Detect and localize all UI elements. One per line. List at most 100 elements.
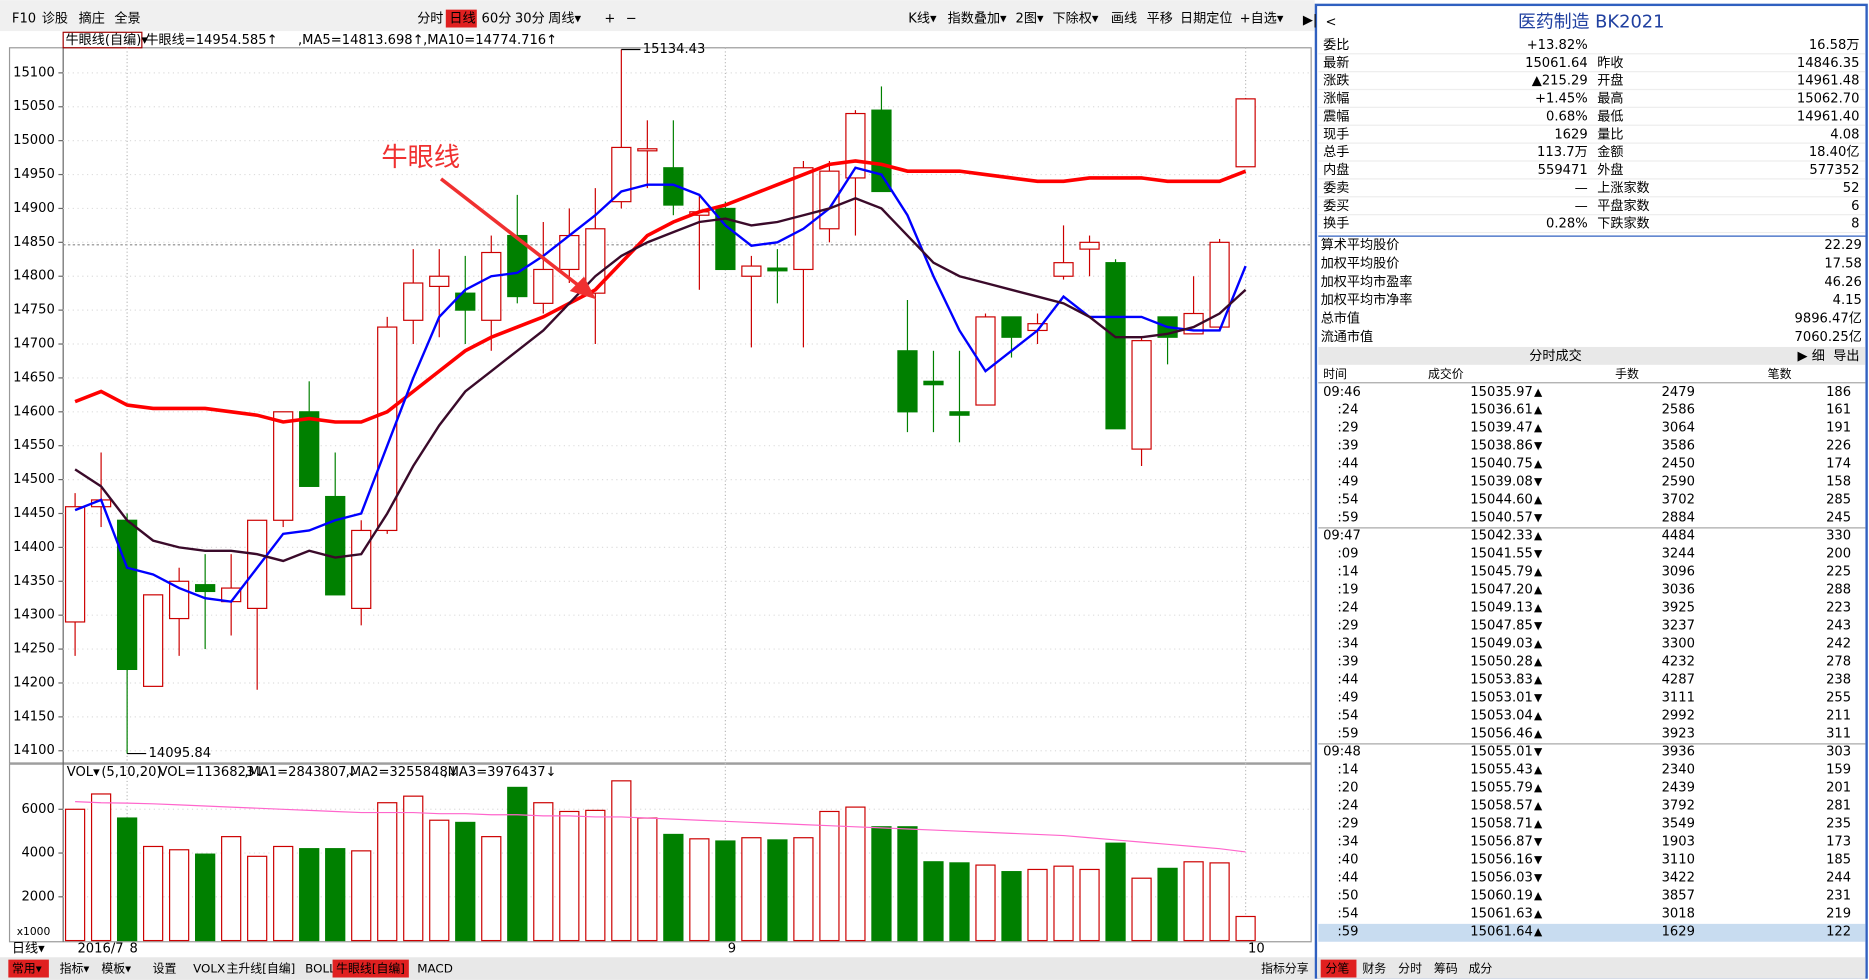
trade-count: 173 (1826, 835, 1851, 850)
toolbar-button[interactable]: 周线▾ (548, 11, 581, 27)
toolbar-button[interactable]: + (604, 12, 615, 27)
candle-body (949, 411, 970, 416)
volume-bar (871, 826, 892, 942)
trade-direction: ▲ (1534, 457, 1543, 470)
trade-direction: ▼ (1534, 691, 1543, 704)
trade-direction: ▲ (1534, 907, 1543, 920)
trade-volume: 1629 (1662, 925, 1695, 940)
bottom-tab[interactable]: BOLL (305, 962, 336, 976)
quote-label: 最低 (1597, 108, 1623, 124)
trades-button[interactable]: 细 (1812, 348, 1825, 364)
trade-volume: 3036 (1662, 583, 1695, 598)
volume-bar (767, 839, 788, 942)
trades-button[interactable]: 导出 (1833, 348, 1859, 364)
bottom-tab[interactable]: 设置 (153, 962, 177, 976)
volume-bar (64, 808, 86, 942)
candle-body (455, 292, 476, 311)
bottom-tab[interactable]: 主升线[自编] (226, 962, 295, 976)
trade-price: 15055.43 (1470, 763, 1533, 778)
back-arrow[interactable]: < (1325, 15, 1336, 30)
toolbar-button[interactable]: 画线 (1111, 11, 1137, 27)
toolbar-button[interactable]: 30分 (515, 11, 545, 27)
toolbar-button[interactable]: 2图▾ (1016, 12, 1044, 27)
period-label[interactable]: 日线▾ (12, 940, 45, 956)
volume-bar (819, 810, 840, 942)
candle-body (897, 350, 918, 413)
bottom-tab[interactable]: 指标▾ (60, 962, 90, 976)
trade-time: :40 (1337, 853, 1358, 868)
bottom-tab[interactable]: MACD (417, 962, 453, 976)
indicator-label[interactable]: 牛眼线(自编)▾ (66, 32, 149, 48)
candle-body (1235, 98, 1256, 168)
volume-bar (429, 819, 450, 942)
indicator-label: 牛眼线=14954.585↑ (145, 32, 277, 48)
trade-price: 15055.79 (1470, 781, 1533, 796)
toolbar-button[interactable]: 下除权▾ (1053, 10, 1099, 27)
quote-value: 1629 (1554, 127, 1587, 142)
trade-direction: ▲ (1534, 817, 1543, 830)
toolbar-button[interactable]: 日线 (449, 11, 475, 27)
volume-bar (897, 826, 918, 942)
bottom-tab[interactable]: VOLX (193, 962, 225, 976)
trade-count: 185 (1826, 853, 1851, 868)
right-tab[interactable]: 分时 (1398, 962, 1422, 976)
trade-time: :44 (1337, 871, 1358, 886)
volume-bar (1209, 862, 1230, 942)
trade-time: :59 (1337, 727, 1358, 742)
right-tab[interactable]: 财务 (1362, 962, 1386, 976)
trade-direction: ▲ (1534, 655, 1543, 668)
right-tabs (1317, 957, 1866, 979)
y-tick-label: 15050 (13, 99, 55, 114)
quote-label: 量比 (1597, 126, 1623, 142)
expand-button[interactable]: ▶| (1303, 13, 1318, 28)
toolbar-button[interactable]: 指数叠加▾ (948, 11, 1007, 27)
trade-direction: ▲ (1534, 727, 1543, 740)
trade-volume: 3857 (1662, 889, 1695, 904)
toolbar-button[interactable]: 日期定位 (1180, 11, 1232, 27)
quote-label: 震幅 (1323, 108, 1349, 124)
toolbar-button[interactable]: 平移 (1147, 11, 1173, 27)
trade-direction: ▼ (1534, 745, 1543, 758)
trade-count: 231 (1826, 889, 1851, 904)
volume-bar (715, 840, 736, 942)
trade-direction: ▲ (1534, 781, 1543, 794)
right-tab[interactable]: 分笔 (1325, 962, 1349, 976)
y-tick-label: 14550 (13, 438, 55, 453)
volume-bar (169, 849, 190, 942)
toolbar-button[interactable]: K线▾ (908, 11, 937, 27)
quote-value: 0.28% (1546, 217, 1588, 232)
trade-count: 278 (1826, 655, 1851, 670)
toolbar-button[interactable]: 分时 (417, 11, 443, 27)
right-tab[interactable]: 成分 (1469, 962, 1493, 976)
y-tick-label: 6000 (21, 802, 54, 817)
share-button[interactable]: 指标分享 (1261, 962, 1309, 976)
trade-volume: 3792 (1662, 799, 1695, 814)
stat-value: 17.58 (1824, 257, 1862, 272)
quote-label: 内盘 (1323, 161, 1349, 178)
quote-value: 15061.64 (1525, 56, 1588, 71)
right-tab[interactable]: 筹码 (1434, 962, 1458, 976)
stat-label: 流通市值 (1321, 328, 1373, 345)
bottom-tab[interactable]: 模板▾ (101, 962, 131, 976)
trade-count: 161 (1826, 403, 1851, 418)
trade-volume: 2450 (1662, 457, 1695, 472)
trades-button[interactable]: ▶ (1797, 349, 1808, 364)
toolbar-button[interactable]: − (626, 12, 637, 27)
volume-indicator[interactable]: VOL▾ (67, 765, 100, 780)
toolbar-button[interactable]: 摘庄 (79, 10, 105, 27)
x-tick-label: 8 (130, 941, 138, 956)
x-tick-label: 2016/7 (77, 941, 123, 956)
toolbar-button[interactable]: 诊股 (42, 11, 68, 27)
toolbar-button[interactable]: 60分 (482, 11, 512, 27)
toolbar-button[interactable]: F10 (12, 12, 36, 27)
toolbar-button[interactable]: 全景 (114, 10, 140, 27)
toolbar-button[interactable]: +自选▾ (1240, 11, 1284, 27)
trade-price: 15053.01 (1470, 691, 1533, 706)
indicator-label: ,MA10=14774.716↑ (423, 33, 557, 48)
trade-time: :24 (1337, 601, 1358, 616)
trade-price: 15039.47 (1470, 421, 1533, 436)
trade-price: 15053.83 (1470, 673, 1533, 688)
bottom-tab[interactable]: 牛眼线[自编] (336, 962, 405, 976)
volume-indicator: ,MA1=2843807↓ (244, 765, 357, 780)
bottom-tab[interactable]: 常用▾ (12, 962, 42, 976)
